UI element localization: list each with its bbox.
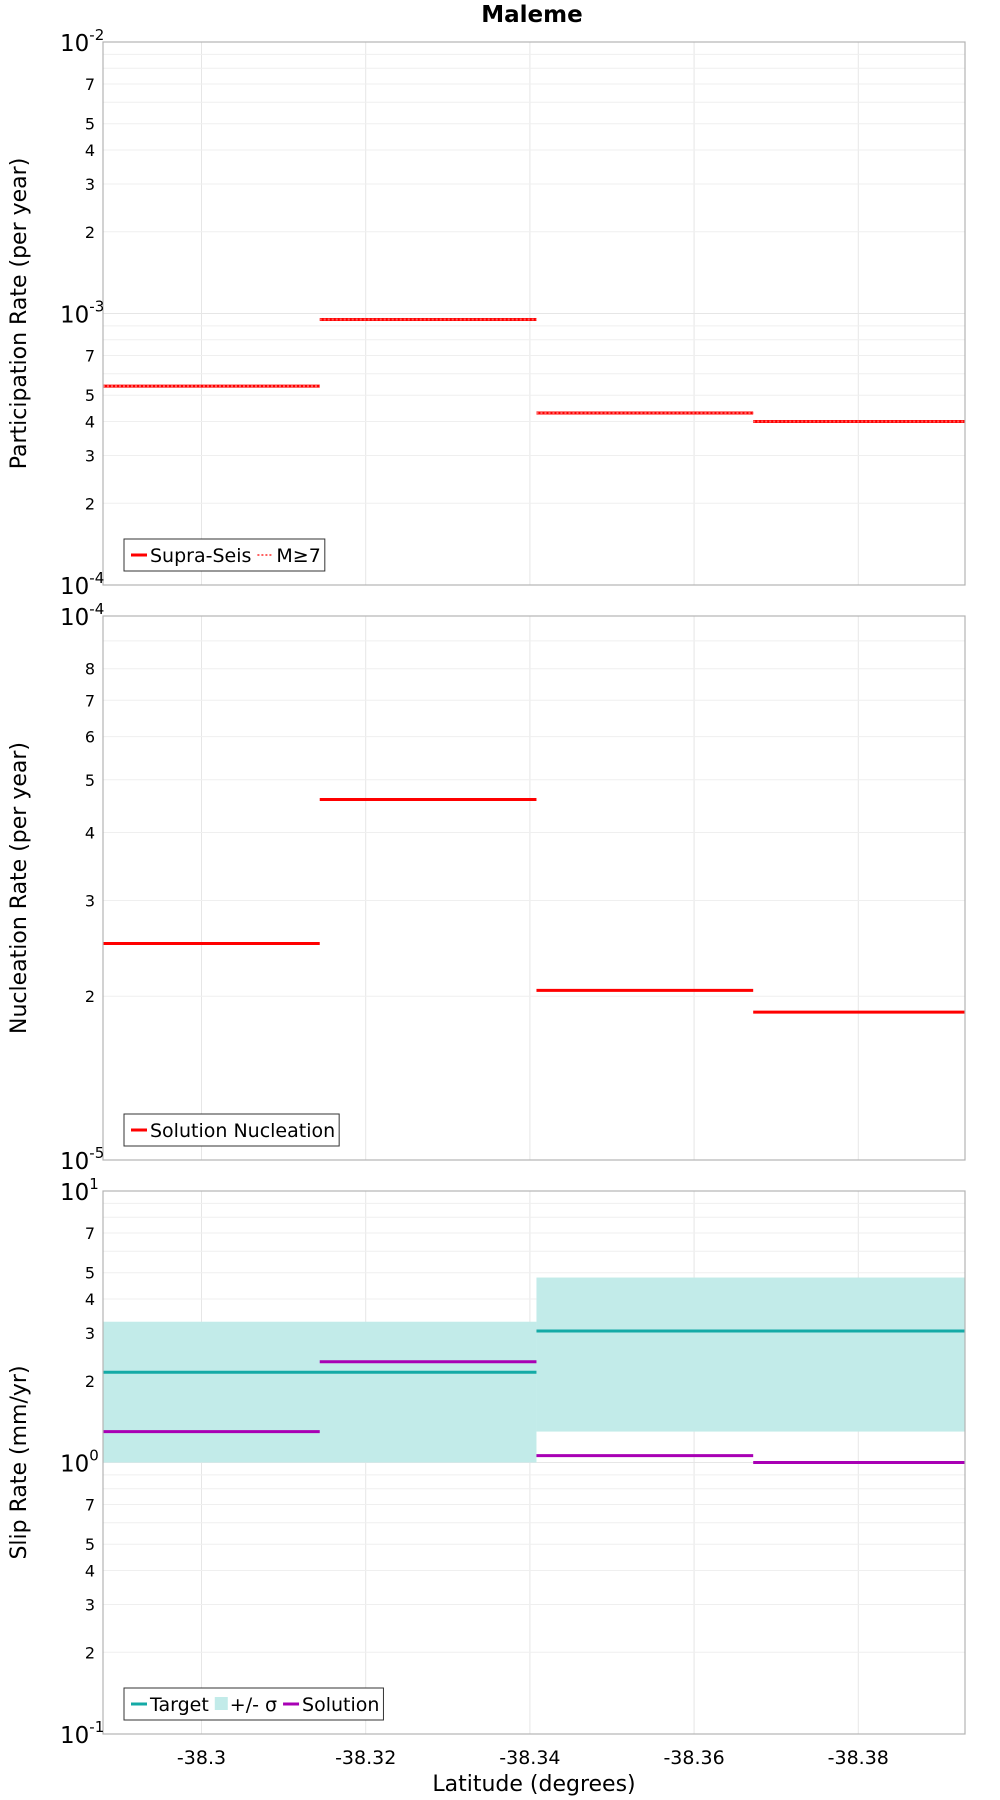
y-minor-tick-label: 4: [85, 823, 95, 842]
legend-box: [123, 1687, 384, 1721]
y-minor-tick-label: 5: [85, 1535, 95, 1554]
sigma-band: [536, 1277, 965, 1432]
y-minor-tick-label: 4: [85, 1290, 95, 1309]
y-minor-tick-label: 3: [85, 891, 95, 910]
y-minor-tick-label: 2: [85, 494, 95, 513]
y-minor-tick-label: 8: [85, 660, 95, 679]
x-axis-label: Latitude (degrees): [432, 1772, 635, 1797]
legend-item--label: +/- σ: [230, 1694, 277, 1716]
x-tick-label: -38.3: [177, 1747, 226, 1769]
y-minor-tick-label: 4: [85, 413, 95, 432]
legend-box: [123, 1113, 340, 1147]
y-axis-label: Nucleation Rate (per year): [7, 742, 32, 1034]
y-minor-tick-label: 2: [85, 223, 95, 242]
y-minor-tick-label: 3: [85, 175, 95, 194]
y-minor-tick-label: 7: [85, 1224, 95, 1243]
x-tick-label: -38.38: [828, 1747, 889, 1769]
x-tick-label: -38.34: [499, 1747, 560, 1769]
legend-box: [123, 538, 326, 572]
y-major-tick-label: 10-2: [60, 26, 104, 57]
y-major-tick-label: 10-1: [60, 1718, 104, 1749]
y-minor-tick-label: 2: [85, 987, 95, 1006]
y-minor-tick-label: 6: [85, 728, 95, 747]
panels: 10-4 10-3 10-2 2 3 4 5 7 2 3 4 5 7 Participation Rate…: [7, 26, 966, 1797]
y-minor-tick-label: 3: [85, 446, 95, 465]
y-minor-tick-label: 4: [85, 141, 95, 160]
y-minor-tick-label: 7: [85, 691, 95, 710]
y-minor-tick-label: 5: [85, 1264, 95, 1283]
legend: Solution Nucleation: [123, 1113, 340, 1147]
y-major-tick-label: 10-4: [60, 600, 104, 631]
panel-middle: 10-5 10-4 2 3 4 5 6 7 8 Nucleation Rate (per year…: [7, 600, 966, 1175]
plot-frame: [102, 1190, 966, 1735]
y-major-tick-label: 10-4: [60, 569, 104, 600]
y-minor-tick-label: 3: [85, 1324, 95, 1343]
y-minor-tick-label: 4: [85, 1562, 95, 1581]
panel-bottom: 10-1 100 101 2 3 4 5 7 2 3 4 5 7 Slip Rate (mm/yr) -38…: [7, 1175, 966, 1797]
legend-item-supra-seis-label: Supra-Seis: [150, 545, 251, 567]
y-major-tick-label: 100: [60, 1447, 99, 1478]
x-tick-label: -38.36: [663, 1747, 724, 1769]
y-major-tick-label: 10-3: [60, 298, 104, 329]
y-axis-label: Slip Rate (mm/yr): [7, 1365, 32, 1559]
y-major-tick-label: 101: [60, 1175, 99, 1206]
legend-item-target-label: Target: [149, 1694, 209, 1716]
y-minor-tick-label: 5: [85, 386, 95, 405]
y-major-tick-label: 10-5: [60, 1144, 104, 1175]
legend-item-m-7-label: M≥7: [276, 545, 320, 567]
plot-frame: [102, 41, 966, 586]
plot-area: [103, 616, 965, 1160]
plot-frame: [102, 615, 966, 1161]
x-tick-label: -38.32: [335, 1747, 396, 1769]
legend: Target +/- σ Solution: [123, 1687, 384, 1721]
legend-item-solution-label: Solution: [302, 1694, 379, 1716]
legend-item--swatch: [214, 1697, 228, 1710]
y-axis-label: Participation Rate (per year): [7, 158, 32, 470]
legend: Supra-Seis M≥7: [123, 538, 326, 572]
y-minor-tick-label: 3: [85, 1595, 95, 1614]
sigma-band: [103, 1321, 537, 1463]
y-minor-tick-label: 2: [85, 1643, 95, 1662]
legend-item-solution-nucleation-label: Solution Nucleation: [150, 1120, 335, 1142]
y-minor-tick-label: 7: [85, 75, 95, 94]
panel-top: 10-4 10-3 10-2 2 3 4 5 7 2 3 4 5 7 Participation Rate…: [7, 26, 966, 600]
y-minor-tick-label: 5: [85, 115, 95, 134]
y-minor-tick-label: 7: [85, 1496, 95, 1515]
y-minor-tick-label: 7: [85, 347, 95, 366]
y-minor-tick-label: 5: [85, 771, 95, 790]
chart-title: Maleme: [481, 2, 582, 28]
y-minor-tick-label: 2: [85, 1372, 95, 1391]
